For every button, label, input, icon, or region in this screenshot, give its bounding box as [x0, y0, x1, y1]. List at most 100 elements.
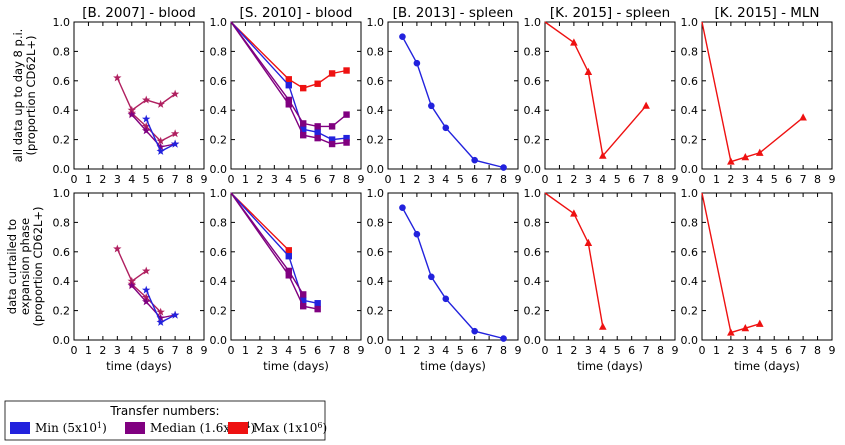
data-point	[314, 305, 321, 313]
panel-all-2: 0 1 2 3 4 5 6 7 8 9 0.0 0.2 0.4 0.6 0.8 1.0 [B. 2013] - …	[367, 5, 522, 186]
y-tick-label: 0.0	[524, 334, 542, 347]
x-tick-label: 6	[785, 344, 792, 357]
x-tick-label: 7	[172, 173, 179, 186]
y-tick-label: 0.6	[210, 246, 228, 259]
series-line	[401, 36, 504, 169]
y-tick-label: 1.0	[367, 16, 385, 29]
data-point	[156, 99, 165, 108]
y-tick-label: 0.0	[367, 163, 385, 176]
data-point	[428, 273, 435, 281]
y-tick-label: 1.0	[53, 187, 71, 200]
y-tick-label: 0.2	[524, 305, 542, 318]
data-point	[314, 134, 321, 142]
x-tick-label: 5	[771, 173, 778, 186]
x-axis-label: time (days)	[577, 359, 643, 373]
x-tick-label: 3	[742, 173, 749, 186]
x-tick-label: 7	[329, 173, 336, 186]
x-tick-label: 3	[742, 344, 749, 357]
data-point	[570, 38, 578, 46]
x-tick-label: 3	[271, 344, 278, 357]
y-tick-label: 0.6	[524, 246, 542, 259]
x-tick-label: 8	[500, 344, 507, 357]
legend-swatch	[125, 422, 145, 434]
y-tick-label: 0.0	[210, 163, 228, 176]
data-point	[727, 328, 735, 336]
y-tick-label: 0.2	[367, 305, 385, 318]
data-point	[300, 131, 307, 139]
y-tick-label: 0.2	[53, 305, 71, 318]
x-tick-label: 4	[442, 173, 449, 186]
y-tick-label: 0.4	[53, 275, 71, 288]
data-point	[598, 151, 607, 159]
x-axis-label: time (days)	[106, 359, 172, 373]
y-tick-label: 0.0	[53, 163, 71, 176]
y-tick-label: 1.0	[210, 16, 228, 29]
x-tick-label: 4	[128, 173, 135, 186]
y-axis-label: (proportion CD62L+)	[31, 206, 45, 326]
y-tick-label: 0.0	[681, 334, 699, 347]
y-tick-label: 1.0	[681, 16, 699, 29]
data-point	[399, 204, 406, 211]
x-tick-label: 2	[99, 344, 106, 357]
data-point	[328, 136, 336, 143]
data-point	[300, 291, 307, 298]
data-point	[170, 129, 180, 138]
axes-frame	[73, 21, 205, 170]
x-tick-label: 6	[471, 173, 478, 186]
data-point	[142, 266, 151, 275]
data-point	[741, 324, 750, 332]
data-point	[328, 70, 336, 77]
x-tick-label: 4	[756, 344, 763, 357]
data-point	[300, 302, 307, 310]
legend-frame	[4, 400, 326, 441]
panel-all-4: 0 1 2 3 4 5 6 7 8 9 0.0 0.2 0.4 0.6 0.8 1.0 [K. 2015] - …	[681, 5, 836, 186]
y-tick-label: 1.0	[524, 16, 542, 29]
x-tick-label: 6	[314, 173, 321, 186]
x-tick-label: 5	[143, 344, 150, 357]
x-tick-label: 4	[285, 173, 292, 186]
y-tick-label: 1.0	[53, 16, 71, 29]
data-point	[156, 313, 165, 322]
x-tick-label: 2	[413, 173, 420, 186]
data-point	[328, 140, 336, 148]
legend-swatch	[10, 422, 30, 434]
x-tick-label: 2	[570, 173, 577, 186]
y-tick-label: 0.8	[524, 45, 542, 58]
y-tick-label: 1.0	[524, 187, 542, 200]
data-point	[741, 153, 750, 161]
data-point	[142, 285, 151, 294]
x-tick-label: 4	[128, 344, 135, 357]
y-tick-label: 0.4	[210, 104, 228, 117]
data-point	[285, 82, 292, 89]
y-tick-label: 0.6	[210, 75, 228, 88]
panel-title: [K. 2015] - spleen	[550, 5, 670, 21]
y-tick-label: 0.6	[53, 75, 71, 88]
y-tick-label: 0.4	[681, 104, 699, 117]
panel-all-0: 0 1 2 3 4 5 6 7 8 9 0.0 0.2 0.4 0.6 0.8 1.0 [B. 2007] - …	[53, 5, 208, 186]
data-point	[142, 126, 151, 135]
x-tick-label: 0	[228, 344, 235, 357]
x-tick-label: 2	[727, 173, 734, 186]
y-tick-label: 0.0	[210, 334, 228, 347]
y-tick-label: 0.4	[53, 104, 71, 117]
x-tick-label: 1	[713, 344, 720, 357]
x-tick-label: 7	[643, 173, 650, 186]
series-line	[701, 21, 804, 163]
x-tick-label: 5	[457, 344, 464, 357]
y-axis-label: (proportion CD62L+)	[24, 35, 38, 155]
axes-frame	[701, 21, 833, 170]
x-tick-label: 0	[71, 173, 78, 186]
x-tick-label: 9	[201, 173, 208, 186]
x-tick-label: 3	[428, 173, 435, 186]
data-point	[170, 139, 180, 148]
data-point	[642, 101, 650, 109]
y-tick-label: 0.8	[53, 45, 71, 58]
y-tick-label: 1.0	[367, 187, 385, 200]
data-point	[442, 295, 450, 303]
x-tick-label: 9	[829, 344, 836, 357]
axes-frame	[230, 192, 362, 341]
y-tick-label: 0.2	[681, 305, 699, 318]
y-tick-label: 0.4	[367, 275, 385, 288]
x-tick-label: 6	[314, 344, 321, 357]
